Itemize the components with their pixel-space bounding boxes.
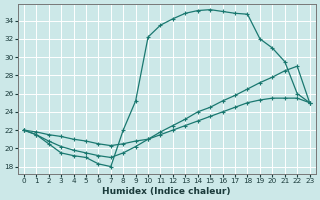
- X-axis label: Humidex (Indice chaleur): Humidex (Indice chaleur): [102, 187, 231, 196]
